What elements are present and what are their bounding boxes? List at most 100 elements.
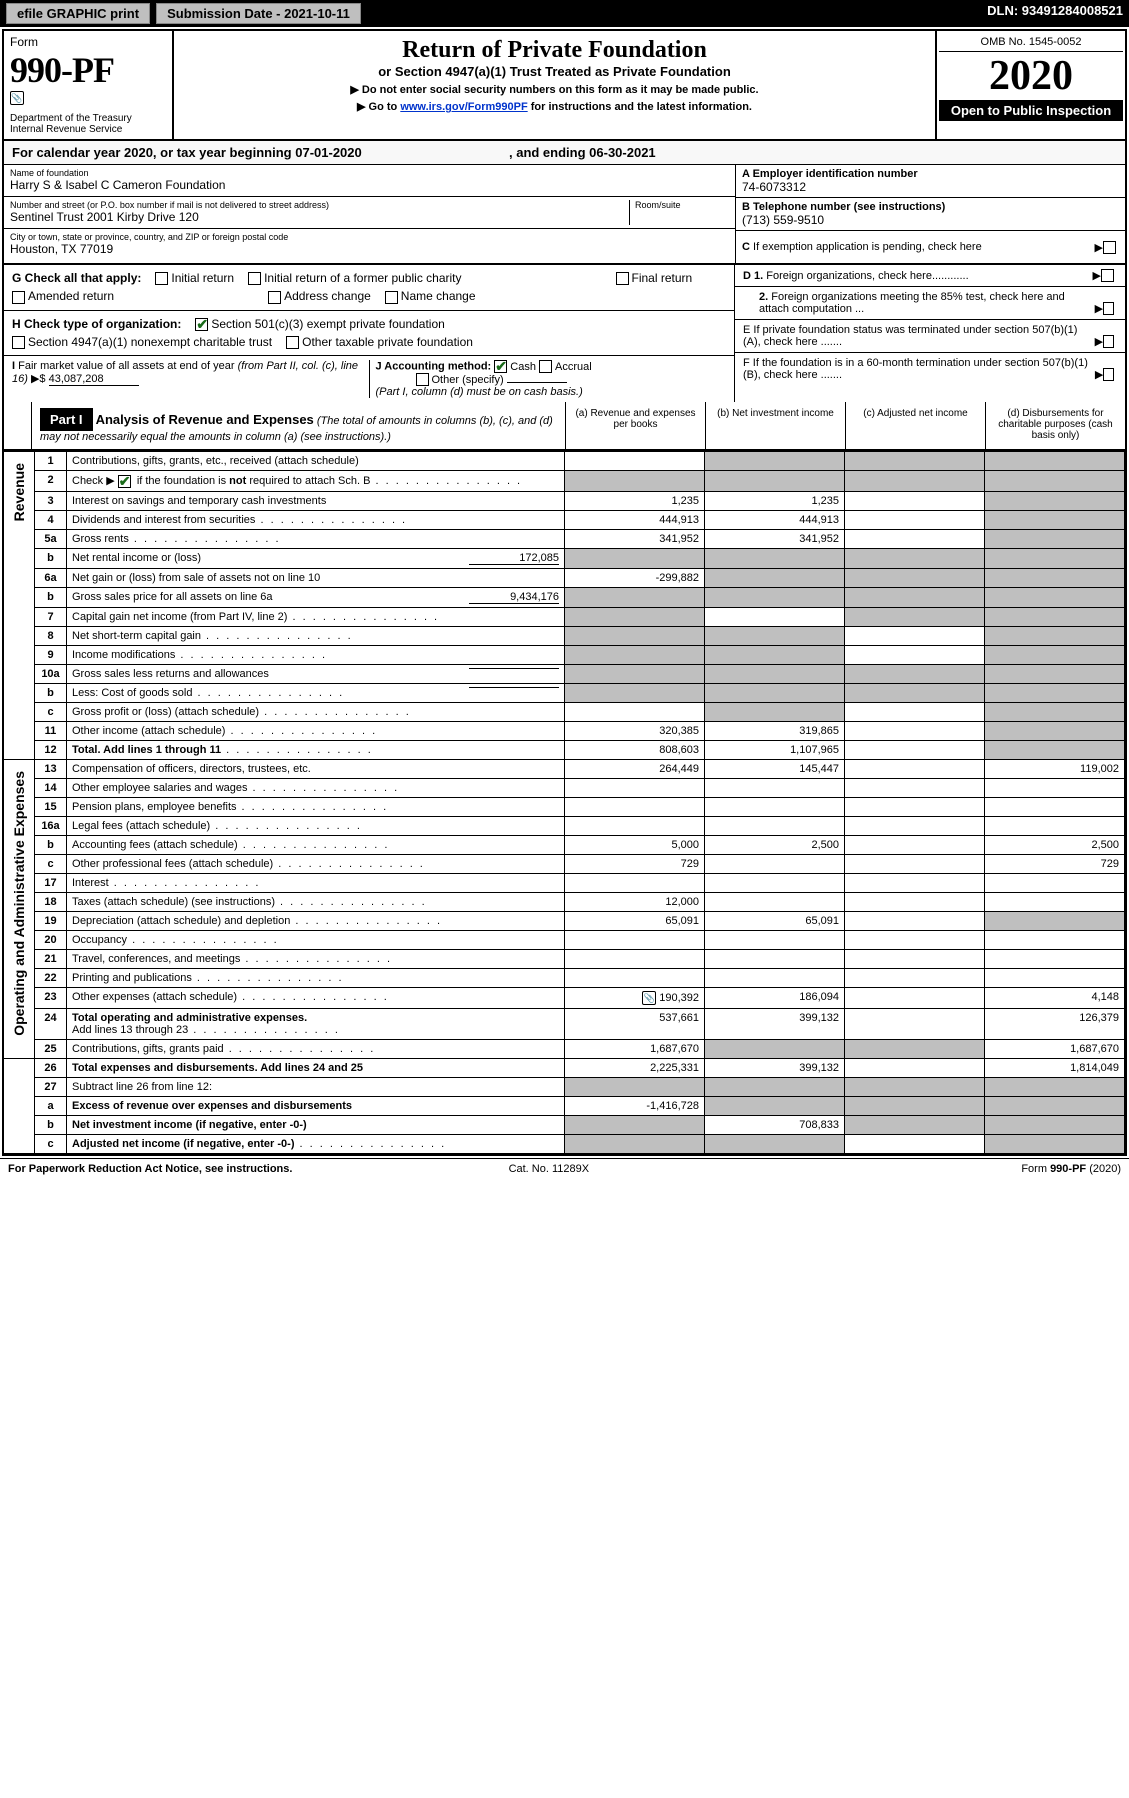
- table-row: Revenue 1Contributions, gifts, grants, e…: [4, 452, 1125, 471]
- col-d-header: (d) Disbursements for charitable purpose…: [985, 402, 1125, 449]
- table-row: 16aLegal fees (attach schedule): [4, 816, 1125, 835]
- d2-checkbox[interactable]: [1103, 302, 1114, 315]
- tax-year: 2020: [939, 52, 1123, 100]
- d1-label: D 1. Foreign organizations, check here..…: [743, 270, 969, 282]
- cash-basis-note: (Part I, column (d) must be on cash basi…: [376, 386, 583, 398]
- table-row: Operating and Administrative Expenses 13…: [4, 759, 1125, 778]
- ein-label: A Employer identification number: [742, 168, 1119, 180]
- calendar-year-row: For calendar year 2020, or tax year begi…: [4, 141, 1125, 165]
- table-row: 10aGross sales less returns and allowanc…: [4, 664, 1125, 683]
- table-row: 25Contributions, gifts, grants paid1,687…: [4, 1039, 1125, 1058]
- form-subtitle: or Section 4947(a)(1) Trust Treated as P…: [184, 64, 925, 79]
- foundation-name-label: Name of foundation: [10, 168, 729, 178]
- address-change-checkbox[interactable]: [268, 291, 281, 304]
- final-return-checkbox[interactable]: [616, 272, 629, 285]
- table-row: 22Printing and publications: [4, 968, 1125, 987]
- arrow-icon: ▶$: [31, 373, 46, 385]
- table-row: 21Travel, conferences, and meetings: [4, 949, 1125, 968]
- fmv-value: 43,087,208: [49, 373, 139, 386]
- form-label: Form: [10, 35, 166, 49]
- submission-date-button[interactable]: Submission Date - 2021-10-11: [156, 3, 361, 24]
- catalog-number: Cat. No. 11289X: [509, 1163, 590, 1175]
- amended-return-checkbox[interactable]: [12, 291, 25, 304]
- part1-title: Analysis of Revenue and Expenses: [96, 412, 314, 427]
- section-g: G Check all that apply: Initial return I…: [4, 265, 734, 311]
- table-row: 8Net short-term capital gain: [4, 626, 1125, 645]
- form-note-1: ▶ Do not enter social security numbers o…: [184, 83, 925, 96]
- page-footer: For Paperwork Reduction Act Notice, see …: [0, 1158, 1129, 1179]
- form-title: Return of Private Foundation: [184, 37, 925, 64]
- table-row: aExcess of revenue over expenses and dis…: [4, 1096, 1125, 1115]
- phone-value: (713) 559-9510: [742, 213, 1119, 227]
- form-990pf: Form 990-PF 📎 Department of the Treasury…: [2, 29, 1127, 1156]
- table-row: 5aGross rents341,952341,952: [4, 529, 1125, 548]
- table-row: 12Total. Add lines 1 through 11808,6031,…: [4, 740, 1125, 759]
- table-row: bLess: Cost of goods sold: [4, 683, 1125, 702]
- f-checkbox[interactable]: [1103, 368, 1114, 381]
- address-label: Number and street (or P.O. box number if…: [10, 200, 629, 210]
- table-row: bGross sales price for all assets on lin…: [4, 587, 1125, 607]
- efile-button[interactable]: efile GRAPHIC print: [6, 3, 150, 24]
- table-row: 11Other income (attach schedule)320,3853…: [4, 721, 1125, 740]
- part1-tag: Part I: [40, 408, 93, 431]
- name-change-checkbox[interactable]: [385, 291, 398, 304]
- irs-link[interactable]: www.irs.gov/Form990PF: [400, 101, 527, 113]
- other-taxable-checkbox[interactable]: [286, 336, 299, 349]
- table-row: 4Dividends and interest from securities4…: [4, 510, 1125, 529]
- col-c-header: (c) Adjusted net income: [845, 402, 985, 449]
- attachment-icon[interactable]: 📎: [642, 991, 656, 1005]
- accounting-label: J Accounting method:: [376, 361, 492, 373]
- checkboxes-section: G Check all that apply: Initial return I…: [4, 265, 1125, 402]
- part1-table: Revenue 1Contributions, gifts, grants, e…: [4, 451, 1125, 1154]
- ein-value: 74-6073312: [742, 180, 1119, 194]
- table-row: 20Occupancy: [4, 930, 1125, 949]
- form-note-2: ▶ Go to www.irs.gov/Form990PF for instru…: [184, 100, 925, 113]
- table-row: 19Depreciation (attach schedule) and dep…: [4, 911, 1125, 930]
- initial-former-checkbox[interactable]: [248, 272, 261, 285]
- city-label: City or town, state or province, country…: [10, 232, 729, 242]
- omb-number: OMB No. 1545-0052: [939, 33, 1123, 52]
- table-row: 24Total operating and administrative exp…: [4, 1008, 1125, 1039]
- table-row: cGross profit or (loss) (attach schedule…: [4, 702, 1125, 721]
- attachment-icon[interactable]: 📎: [10, 91, 24, 105]
- part1-header: Part I Analysis of Revenue and Expenses …: [4, 402, 1125, 451]
- table-row: bAccounting fees (attach schedule)5,0002…: [4, 835, 1125, 854]
- cash-checkbox[interactable]: [494, 360, 507, 373]
- foundation-name: Harry S & Isabel C Cameron Foundation: [10, 178, 729, 192]
- arrow-icon: ▶: [1095, 241, 1103, 254]
- table-row: 26Total expenses and disbursements. Add …: [4, 1058, 1125, 1077]
- 501c3-checkbox[interactable]: [195, 318, 208, 331]
- phone-label: B Telephone number (see instructions): [742, 201, 1119, 213]
- e-label: E If private foundation status was termi…: [743, 324, 1095, 348]
- dln-label: DLN: 93491284008521: [987, 3, 1123, 24]
- department-label: Department of the Treasury Internal Reve…: [10, 113, 166, 135]
- table-row: cOther professional fees (attach schedul…: [4, 854, 1125, 873]
- address: Sentinel Trust 2001 Kirby Drive 120: [10, 210, 629, 224]
- exemption-pending-checkbox[interactable]: [1103, 241, 1116, 254]
- table-row: bNet rental income or (loss) 172,085: [4, 548, 1125, 568]
- d1-checkbox[interactable]: [1101, 269, 1114, 282]
- d2-label: 2. Foreign organizations meeting the 85%…: [743, 291, 1095, 315]
- table-row: 15Pension plans, employee benefits: [4, 797, 1125, 816]
- section-h: H Check type of organization: Section 50…: [4, 311, 734, 357]
- revenue-side-label: Revenue: [9, 455, 29, 529]
- table-row: bNet investment income (if negative, ent…: [4, 1115, 1125, 1134]
- initial-return-checkbox[interactable]: [155, 272, 168, 285]
- 4947a1-checkbox[interactable]: [12, 336, 25, 349]
- entity-info: Name of foundation Harry S & Isabel C Ca…: [4, 165, 1125, 265]
- accrual-checkbox[interactable]: [539, 360, 552, 373]
- sch-b-checkbox[interactable]: [118, 475, 131, 488]
- form-id-footer: Form 990-PF (2020): [1021, 1163, 1121, 1175]
- open-to-public: Open to Public Inspection: [939, 100, 1123, 121]
- top-bar: efile GRAPHIC print Submission Date - 20…: [0, 0, 1129, 27]
- exemption-pending-label: C If exemption application is pending, c…: [742, 241, 982, 253]
- table-row: 17Interest: [4, 873, 1125, 892]
- col-b-header: (b) Net investment income: [705, 402, 845, 449]
- other-method-checkbox[interactable]: [416, 373, 429, 386]
- expenses-side-label: Operating and Administrative Expenses: [9, 763, 29, 1044]
- e-checkbox[interactable]: [1103, 335, 1114, 348]
- table-row: 9Income modifications: [4, 645, 1125, 664]
- table-row: 7Capital gain net income (from Part IV, …: [4, 607, 1125, 626]
- table-row: 3Interest on savings and temporary cash …: [4, 491, 1125, 510]
- col-a-header: (a) Revenue and expenses per books: [565, 402, 705, 449]
